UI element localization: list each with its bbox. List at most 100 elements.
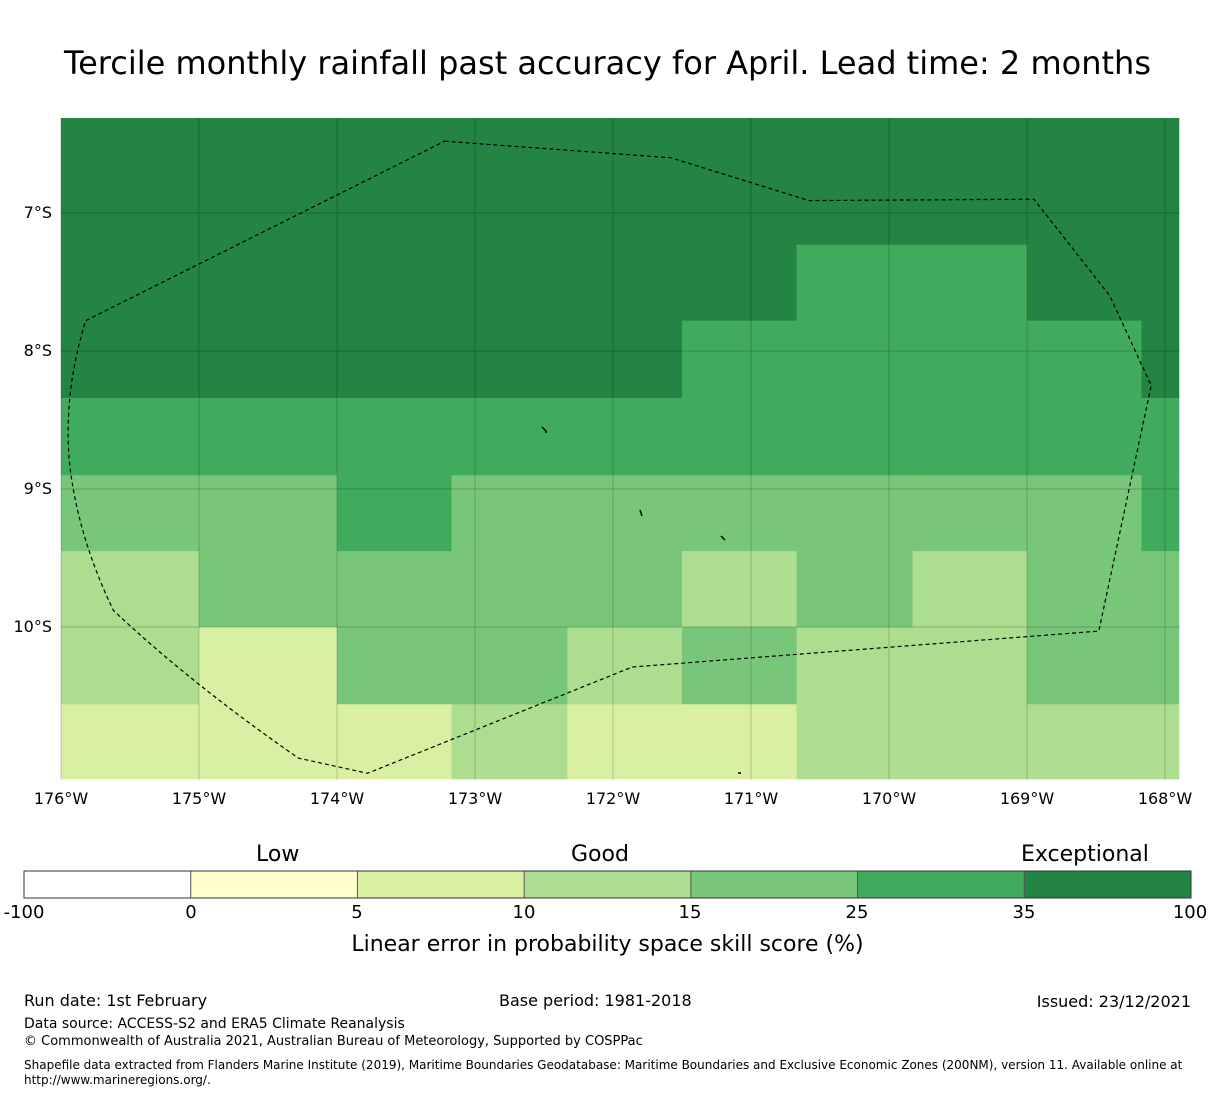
category-low-label: Low [256, 842, 300, 867]
colorbar-segment [1024, 871, 1191, 898]
lon-tick-label: 171°W [723, 789, 779, 808]
skill-cell [337, 397, 453, 476]
skill-cell [796, 627, 913, 705]
skill-cell [451, 118, 568, 246]
colorbar-tick-label: 5 [351, 902, 363, 923]
shapefile-note: Shapefile data extracted from Flanders M… [24, 1058, 1183, 1087]
skill-cell [682, 475, 798, 552]
skill-cell [796, 475, 913, 552]
skill-cell [796, 244, 913, 322]
skill-cell [567, 118, 683, 246]
copyright: © Commonwealth of Australia 2021, Austra… [24, 1034, 643, 1049]
lon-tick-label: 176°W [33, 789, 89, 808]
skill-cell [567, 320, 683, 399]
skill-cell [337, 118, 453, 246]
skill-cell [337, 551, 453, 628]
skill-cell [61, 704, 200, 780]
skill-cell [567, 627, 683, 705]
colorbar-caption: Linear error in probability space skill … [351, 932, 864, 957]
skill-cell [61, 244, 200, 322]
skill-cell [682, 704, 798, 780]
skill-cell [1027, 475, 1143, 552]
lat-tick-label: 7°S [23, 203, 52, 222]
skill-cell [1027, 551, 1143, 628]
skill-cell [912, 627, 1028, 705]
skill-cell [61, 397, 200, 476]
skill-cell [682, 397, 798, 476]
skill-cell [199, 397, 338, 476]
skill-cell [567, 244, 683, 322]
skill-cell [912, 320, 1028, 399]
lat-tick-label: 10°S [13, 617, 52, 636]
skill-cell [796, 704, 913, 780]
eez-boundary [67, 140, 1152, 774]
skill-cell [912, 397, 1028, 476]
skill-cell [337, 475, 453, 552]
skill-cell [199, 320, 338, 399]
skill-cell [337, 320, 453, 399]
skill-cell [796, 320, 913, 399]
skill-cell [1141, 244, 1180, 322]
skill-cell [451, 397, 568, 476]
colorbar [23, 870, 1192, 899]
lon-tick-label: 170°W [861, 789, 917, 808]
skill-cell [1141, 551, 1180, 628]
skill-cell [199, 551, 338, 628]
lon-tick-label: 168°W [1137, 789, 1193, 808]
lon-tick-label: 172°W [585, 789, 641, 808]
base-period: Base period: 1981-2018 [499, 991, 692, 1010]
skill-cell [1141, 320, 1180, 399]
skill-cell [912, 118, 1028, 246]
skill-cell [61, 551, 200, 628]
skill-cell [337, 704, 453, 780]
colorbar-frame [23, 870, 1192, 899]
skill-cell [61, 627, 200, 705]
skill-cell [1027, 244, 1143, 322]
skill-cell [61, 118, 200, 246]
run-date: Run date: 1st February [24, 991, 208, 1010]
colorbar-segment [24, 871, 191, 898]
skill-cell [1027, 320, 1143, 399]
skill-cell [682, 320, 798, 399]
lon-tick-label: 175°W [171, 789, 227, 808]
skill-cell [796, 551, 913, 628]
skill-cell [682, 551, 798, 628]
skill-cell [567, 704, 683, 780]
skill-cell [682, 244, 798, 322]
skill-cell [796, 397, 913, 476]
category-exceptional-label: Exceptional [1021, 842, 1149, 867]
skill-cell [199, 244, 338, 322]
skill-cell [451, 320, 568, 399]
skill-cell [567, 551, 683, 628]
colorbar-segment [857, 871, 1025, 898]
skill-cell [912, 551, 1028, 628]
skill-cell [1027, 704, 1143, 780]
skill-cell [61, 320, 200, 399]
category-good-label: Good [571, 842, 629, 867]
skill-cell [796, 118, 913, 246]
skill-cell [451, 627, 568, 705]
skill-cell [1141, 704, 1180, 780]
colorbar-tick-label: 35 [1012, 902, 1036, 923]
skill-cell [567, 397, 683, 476]
lon-tick-label: 169°W [999, 789, 1055, 808]
colorbar-tick-label: 100 [1172, 902, 1208, 923]
skill-cell [1141, 397, 1180, 476]
skill-cell [199, 704, 338, 780]
colorbar-segment [524, 871, 691, 898]
skill-cell [1141, 627, 1180, 705]
skill-cell [199, 118, 338, 246]
islands [541, 426, 741, 774]
skill-grid [61, 118, 1180, 780]
lon-tick-label: 174°W [309, 789, 365, 808]
colorbar-tick-label: 25 [845, 902, 869, 923]
skill-cell [1027, 397, 1143, 476]
lon-tick-label: 173°W [447, 789, 503, 808]
skill-cell [337, 627, 453, 705]
data-source: Data source: ACCESS-S2 and ERA5 Climate … [24, 1016, 405, 1032]
colorbar-tick-label: 0 [185, 902, 197, 923]
colorbar-tick-label: 10 [512, 902, 536, 923]
skill-cell [451, 475, 568, 552]
skill-cell [199, 475, 338, 552]
